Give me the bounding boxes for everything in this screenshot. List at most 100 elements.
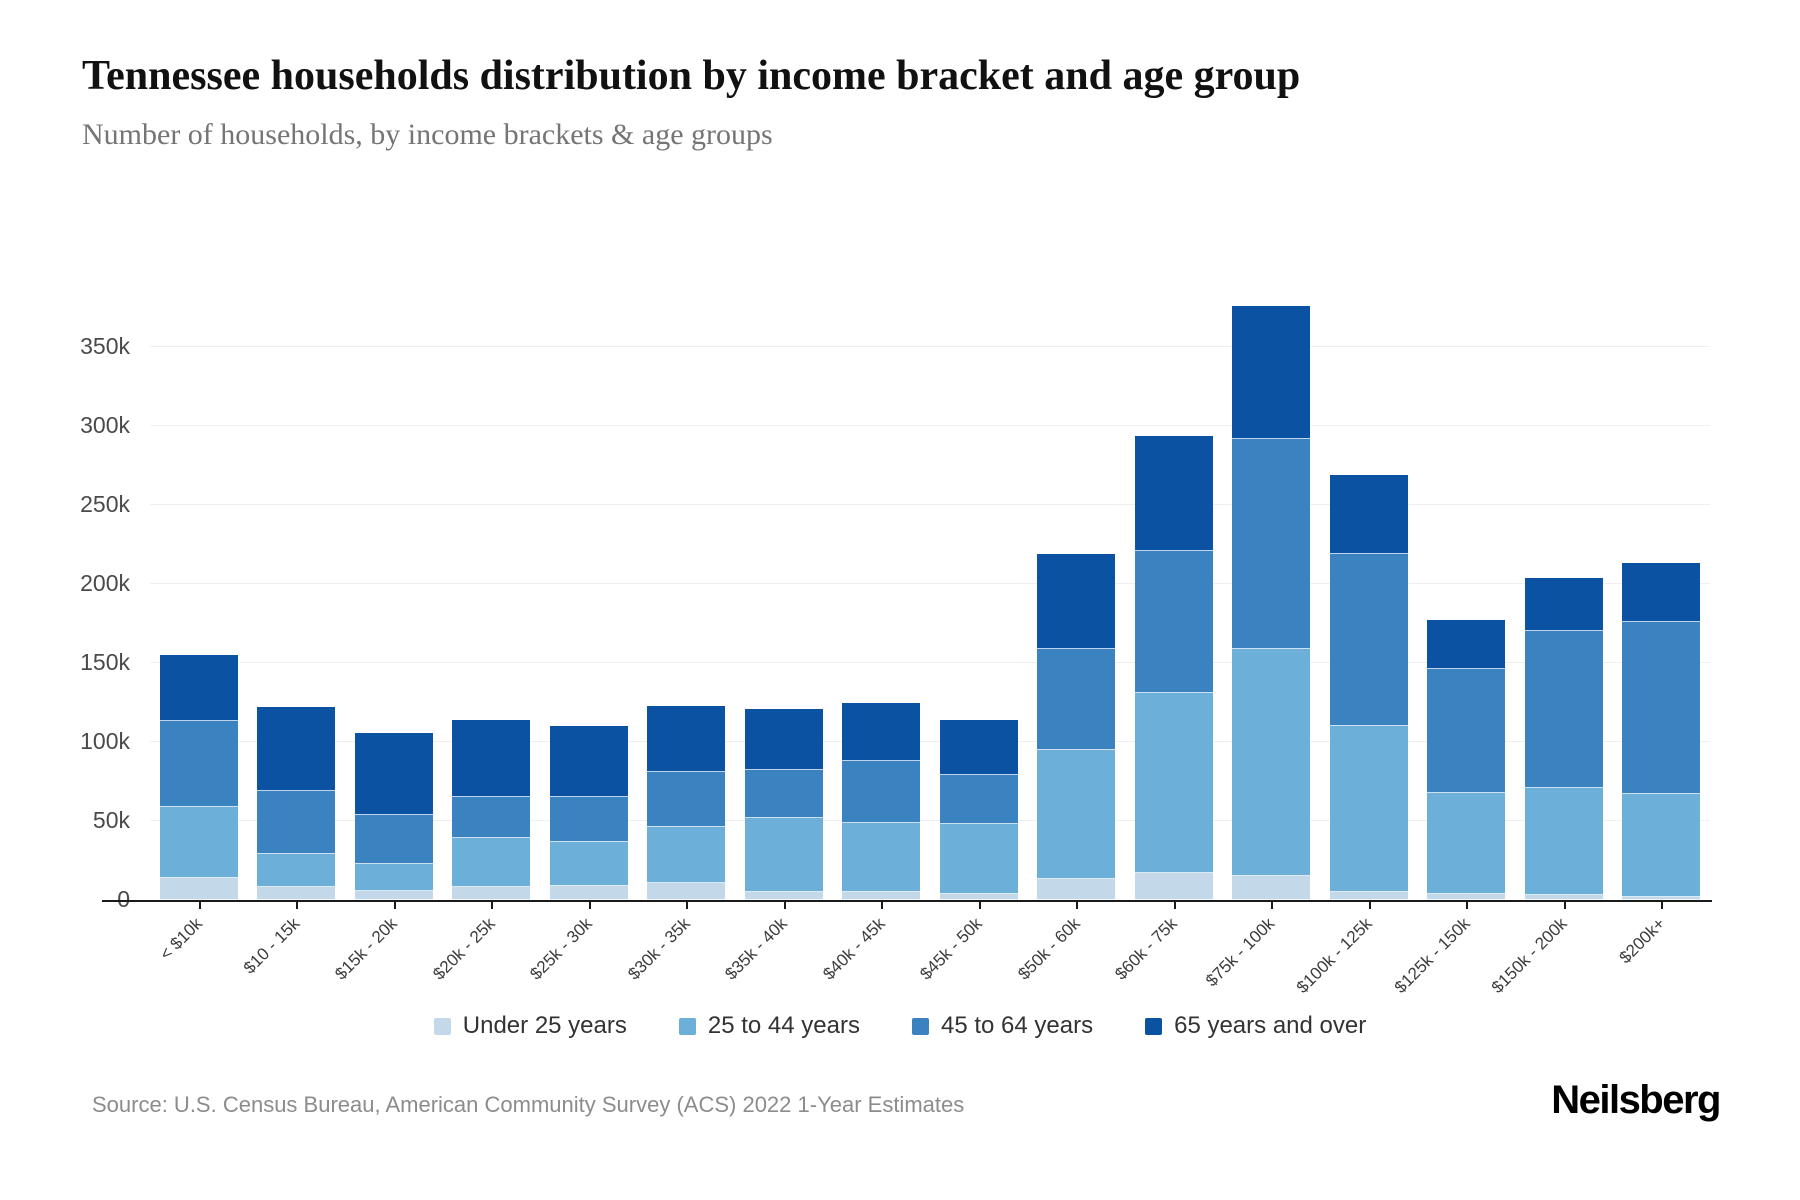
plot-area: < $10k $10 - 15k $15k - 20k $20k - 25k $25k … [102,258,1712,997]
bar-segment[interactable] [257,707,336,791]
stacked-bar-3[interactable] [354,258,433,900]
bar-segment[interactable] [1134,435,1213,551]
bar-segment[interactable] [1232,438,1311,649]
bar-segment[interactable] [1427,893,1506,900]
stacked-bar-14[interactable] [1427,258,1506,900]
legend-item[interactable]: 25 to 44 years [678,1012,860,1040]
bar-segment[interactable] [647,827,726,883]
bar-segment[interactable] [1134,693,1213,874]
bar-segment[interactable] [1427,792,1506,894]
bar-segment[interactable] [159,806,238,878]
bar-segment[interactable] [744,708,823,771]
bar-segment[interactable] [1037,879,1116,900]
bar-segment[interactable] [257,791,336,855]
stacked-bar-4[interactable] [452,258,531,900]
stacked-bar-1[interactable] [159,258,238,900]
legend-swatch-icon [433,1017,451,1035]
bar-segment[interactable] [1037,648,1116,750]
stacked-bar-12[interactable] [1232,258,1311,900]
bar-segment[interactable] [1232,876,1311,900]
stacked-bar-16[interactable] [1622,258,1701,900]
legend-swatch-icon [678,1017,696,1035]
bar-segment[interactable] [744,892,823,900]
bar-segment[interactable] [549,885,628,900]
bar-segment[interactable] [354,890,433,900]
bar-segment[interactable] [1232,305,1311,439]
bar-segment[interactable] [939,775,1018,825]
x-axis-tick-label-text: $150k - 200k [1488,914,1572,997]
bar-segment[interactable] [647,705,726,773]
x-axis-tick-label-text: $15k - 20k [331,914,402,984]
x-axis-tick [978,902,981,909]
bar-segment[interactable] [452,838,531,888]
bar-segment[interactable] [647,882,726,900]
bar-segment[interactable] [744,770,823,818]
stacked-bar-5[interactable] [549,258,628,900]
x-axis-tick [588,902,591,909]
stacked-bar-10[interactable] [1037,258,1116,900]
bar-segment[interactable] [257,887,336,900]
stacked-bar-6[interactable] [647,258,726,900]
gridline [150,346,1710,347]
bar-segment[interactable] [939,824,1018,894]
x-axis-tick-label-text: $25k - 30k [526,914,597,984]
bar-segment[interactable] [549,841,628,886]
bar-segment[interactable] [452,887,531,900]
bar-segment[interactable] [1427,669,1506,793]
bar-segment[interactable] [257,854,336,888]
bar-segment[interactable] [1622,563,1701,622]
bar-segment[interactable] [1134,873,1213,900]
neilsberg-logo: Neilsberg [1551,1078,1721,1122]
bar-segment[interactable] [842,822,921,893]
bar-segment[interactable] [159,877,238,900]
bar-segment[interactable] [549,797,628,842]
bar-segment[interactable] [842,892,921,900]
stacked-bar-15[interactable] [1524,258,1603,900]
bar-segment[interactable] [1427,620,1506,670]
bar-segment[interactable] [1524,631,1603,788]
bar-segment[interactable] [1524,895,1603,900]
stacked-bar-8[interactable] [842,258,921,900]
bar-segment[interactable] [1329,726,1408,893]
bar-segment[interactable] [744,817,823,893]
bar-segment[interactable] [647,772,726,828]
bar-segment[interactable] [159,721,238,807]
bar-segment[interactable] [1134,550,1213,694]
bar-segment[interactable] [842,702,921,761]
stacked-bar-9[interactable] [939,258,1018,900]
bar-segment[interactable] [1622,794,1701,897]
stacked-bar-7[interactable] [744,258,823,900]
bar-segment[interactable] [939,893,1018,900]
bar-segment[interactable] [549,726,628,798]
legend-item[interactable]: 65 years and over [1145,1012,1366,1040]
bar-segment[interactable] [452,719,531,798]
legend-item[interactable]: 45 to 64 years [911,1012,1093,1040]
bar-segment[interactable] [1232,648,1311,877]
stacked-bar-2[interactable] [257,258,336,900]
bar-segment[interactable] [1622,896,1701,900]
bar-segment[interactable] [452,797,531,839]
bar-segment[interactable] [354,732,433,815]
stacked-bar-11[interactable] [1134,258,1213,900]
legend: Under 25 years 25 to 44 years 45 to 64 yea… [0,1012,1800,1040]
gridline [150,820,1710,821]
bar-segment[interactable] [842,760,921,823]
bar-segment[interactable] [159,655,238,722]
bar-segment[interactable] [354,814,433,864]
legend-item[interactable]: Under 25 years [433,1012,627,1040]
bar-segment[interactable] [1037,553,1116,649]
bar-segment[interactable] [1329,892,1408,900]
bar-segment[interactable] [1524,787,1603,896]
bar-segment[interactable] [1524,577,1603,632]
y-axis-tick-label: 300k [80,411,130,438]
legend-label: 25 to 44 years [707,1012,860,1039]
stacked-bar-13[interactable] [1329,258,1408,900]
bar-segment[interactable] [939,719,1018,776]
bar-segment[interactable] [1329,474,1408,554]
gridline [150,662,1710,663]
x-axis-tick-label-text: $10 - 15k [240,914,304,978]
bar-segment[interactable] [1037,749,1116,880]
bar-segment[interactable] [1622,621,1701,795]
bar-segment[interactable] [1329,553,1408,727]
bar-segment[interactable] [354,863,433,891]
